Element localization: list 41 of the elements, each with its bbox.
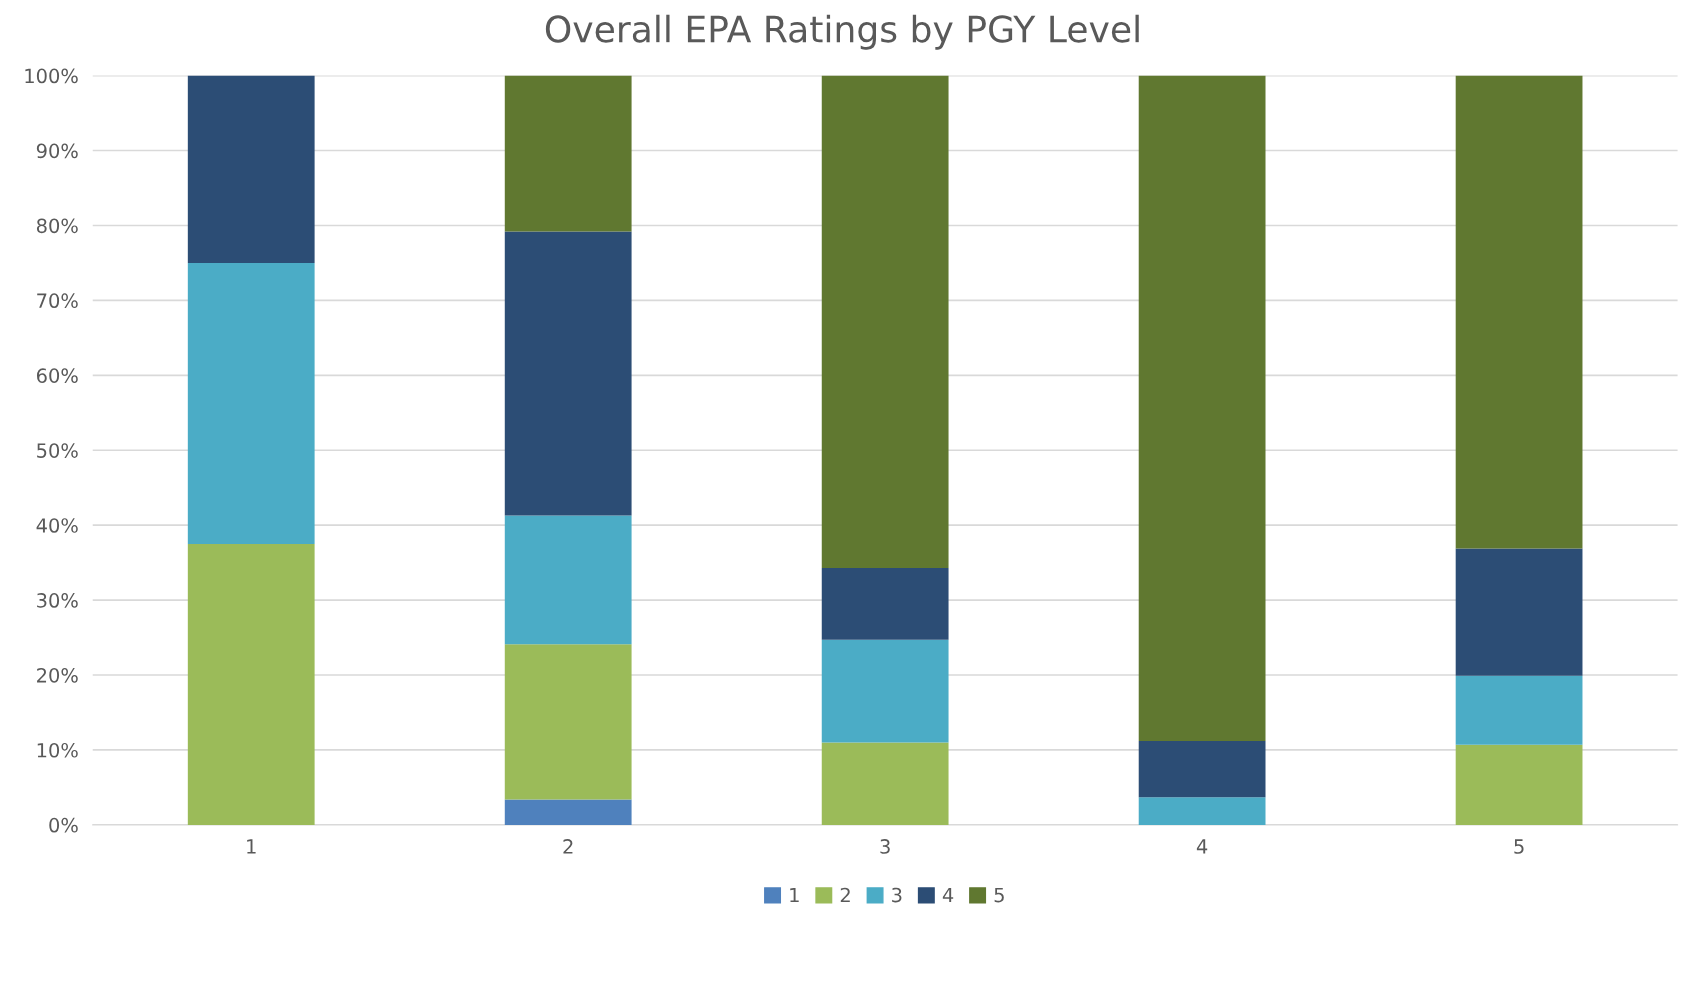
- y-tick-label: 90%: [36, 143, 78, 159]
- bar: [187, 75, 315, 263]
- bar: [1455, 548, 1583, 676]
- bar: [821, 742, 949, 825]
- legend-label: 3: [892, 887, 902, 903]
- bar: [504, 799, 632, 825]
- legend-label: 5: [994, 887, 1004, 903]
- legend-label: 1: [790, 887, 799, 903]
- bar: [821, 75, 949, 568]
- legend-label: 4: [942, 887, 954, 903]
- y-tick-label: 30%: [37, 593, 78, 608]
- chart-title: Overall EPA Ratings by PGY Level: [545, 14, 1139, 50]
- y-tick-label: 70%: [37, 293, 78, 309]
- legend-label: 2: [840, 887, 850, 903]
- y-tick-label: 0%: [49, 817, 78, 833]
- y-tick-label: 80%: [36, 218, 78, 234]
- bar: [1138, 75, 1266, 741]
- y-tick-label: 60%: [36, 368, 78, 383]
- bar: [187, 262, 315, 544]
- x-tick-label: 4: [1196, 839, 1208, 854]
- y-tick-label: 50%: [37, 443, 78, 458]
- x-tick-label: 1: [247, 839, 256, 854]
- y-tick-label: 10%: [37, 742, 78, 758]
- x-tick-label: 5: [1514, 839, 1524, 854]
- bar: [504, 75, 632, 232]
- bar: [504, 644, 632, 800]
- y-tick-label: 40%: [36, 518, 78, 533]
- bar: [1455, 744, 1583, 825]
- bar: [821, 639, 949, 743]
- bar: [504, 515, 632, 645]
- bar: [821, 567, 949, 640]
- bar: [187, 543, 315, 825]
- x-tick-label: 2: [563, 839, 573, 854]
- y-tick-label: 100%: [25, 68, 78, 84]
- x-tick-label: 3: [880, 839, 890, 854]
- y-tick-label: 20%: [37, 667, 78, 683]
- bar: [1138, 740, 1266, 798]
- bar: [1455, 675, 1583, 745]
- bar: [1455, 75, 1583, 549]
- bar: [1138, 797, 1266, 825]
- bar: [504, 231, 632, 516]
